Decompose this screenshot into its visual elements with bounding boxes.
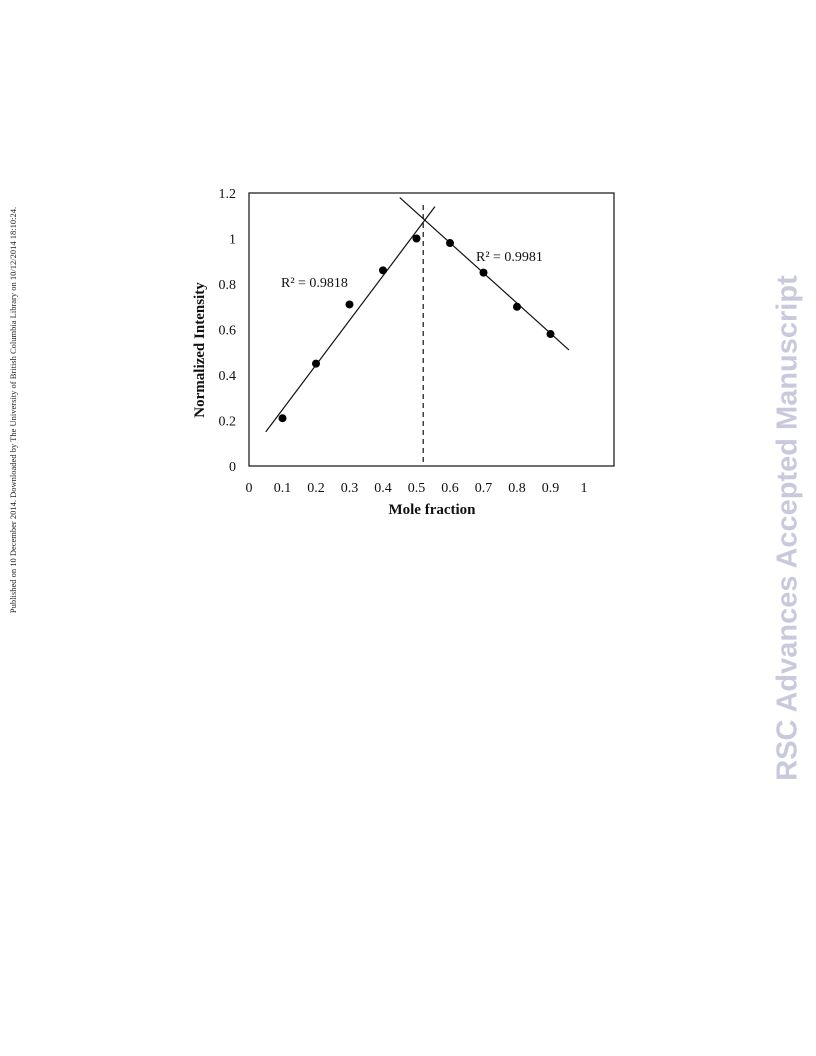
plot-frame	[248, 192, 615, 467]
x-tick-label: 0.2	[307, 481, 325, 496]
data-point	[446, 239, 454, 248]
x-tick-labels: 0 0.1 0.2 0.3 0.4 0.5 0.6 0.7 0.8 0.9 1	[246, 481, 588, 496]
x-tick-label: 0.7	[475, 481, 493, 496]
data-points	[278, 234, 555, 423]
y-tick-label: 0	[229, 460, 236, 475]
data-point	[513, 302, 521, 311]
x-tick-label: 0.1	[274, 481, 292, 496]
y-tick-label: 0.6	[219, 324, 237, 339]
data-point	[345, 300, 354, 309]
x-tick-label: 0.3	[341, 481, 359, 496]
x-tick-label: 0.9	[542, 481, 560, 496]
x-tick-label: 0.5	[408, 481, 426, 496]
y-tick-label: 1.2	[219, 187, 237, 202]
x-tick-label: 0.6	[441, 481, 459, 496]
data-point	[379, 266, 387, 275]
y-axis-title: Normalized Intensity	[192, 282, 208, 418]
data-point	[479, 268, 488, 277]
data-point	[412, 234, 421, 243]
fit-line	[265, 206, 436, 433]
y-tick-labels: 0 0.2 0.4 0.6 0.8 1 1.2	[219, 187, 237, 475]
data-point	[312, 359, 320, 368]
x-tick-label: 0	[246, 481, 253, 496]
y-tick-label: 0.4	[219, 369, 237, 384]
fit-lines	[265, 197, 570, 433]
data-point	[278, 414, 287, 423]
r2-label-right: R² = 0.9981	[476, 250, 543, 265]
y-tick-label: 0.8	[219, 278, 237, 293]
data-point	[546, 330, 555, 339]
x-tick-label: 1	[581, 481, 588, 496]
y-tick-label: 0.2	[219, 415, 237, 430]
x-tick-label: 0.8	[508, 481, 526, 496]
x-tick-label: 0.4	[374, 481, 392, 496]
x-axis-title: Mole fraction	[388, 502, 476, 518]
y-tick-label: 1	[229, 233, 236, 248]
r2-label-left: R² = 0.9818	[281, 276, 348, 291]
